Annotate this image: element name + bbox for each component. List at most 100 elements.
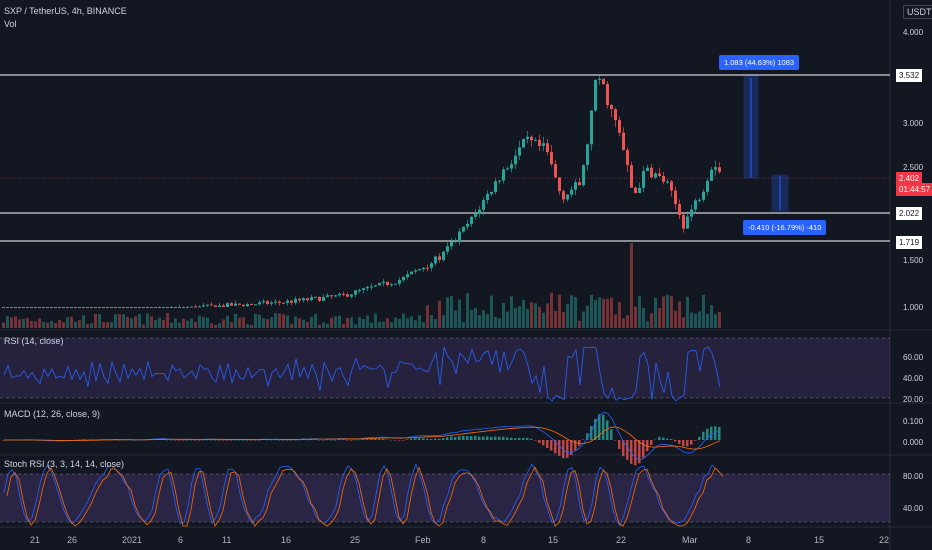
time-axis-label: Feb — [415, 535, 431, 545]
rsi-legend[interactable]: RSI (14, close) — [4, 336, 64, 346]
candle-body — [662, 175, 665, 182]
candle-body — [186, 307, 189, 308]
macd-histogram-bar — [458, 436, 461, 440]
volume-bar — [26, 318, 29, 328]
candle-body — [58, 307, 61, 308]
macd-histogram-bar — [494, 436, 497, 440]
volume-bar — [290, 323, 293, 328]
candle-body — [410, 271, 413, 275]
macd-histogram-bar — [718, 426, 721, 440]
candle-body — [354, 290, 357, 295]
measure-label-up[interactable]: 1.083 (44.63%) 1083 — [719, 55, 800, 70]
macd-histogram-bar — [378, 438, 381, 440]
candle-body — [294, 298, 297, 303]
candle-body — [450, 241, 453, 247]
volume-bar — [534, 303, 537, 328]
candle-body — [418, 269, 421, 271]
volume-bar — [286, 315, 289, 328]
macd-histogram-bar — [430, 438, 433, 440]
candle-body — [230, 303, 233, 306]
macd-histogram-bar — [562, 440, 565, 459]
candle-body — [342, 293, 345, 295]
rsi-band — [0, 338, 890, 398]
macd-histogram-bar — [614, 440, 617, 441]
macd-histogram-bar — [374, 438, 377, 440]
candle-body — [334, 295, 337, 297]
candle-body — [102, 307, 105, 308]
rsi-tick: 60.00 — [903, 353, 924, 362]
volume-bar — [222, 319, 225, 328]
candle-body — [214, 305, 217, 307]
volume-bar — [242, 317, 245, 328]
volume-bar — [502, 302, 505, 328]
macd-histogram-bar — [558, 440, 561, 456]
time-axis-label: 16 — [281, 535, 292, 545]
macd-histogram-bar — [174, 440, 177, 441]
candle-body — [542, 143, 545, 146]
macd-histogram-bar — [130, 439, 133, 441]
time-axis-label: 6 — [178, 535, 184, 545]
macd-histogram-bar — [386, 439, 389, 440]
candle-body — [110, 307, 113, 308]
macd-histogram-bar — [306, 439, 309, 441]
macd-legend[interactable]: MACD (12, 26, close, 9) — [4, 409, 101, 419]
candle-body — [226, 303, 229, 307]
macd-histogram-bar — [274, 439, 277, 441]
macd-histogram-bar — [410, 438, 413, 440]
macd-histogram-bar — [510, 437, 513, 440]
volume-bar — [122, 314, 125, 328]
candle-body — [262, 301, 265, 303]
volume-bar — [262, 318, 265, 328]
currency-button[interactable]: USDT — [903, 5, 932, 19]
time-axis-label: 15 — [548, 535, 559, 545]
candle-body — [154, 307, 157, 308]
candle-body — [686, 216, 689, 229]
macd-histogram-bar — [490, 436, 493, 440]
volume-bar — [86, 324, 89, 328]
volume-bar — [518, 306, 521, 328]
macd-histogram-bar — [314, 439, 317, 441]
volume-bar — [570, 295, 573, 328]
candle-body — [346, 294, 349, 297]
candle-body — [86, 307, 89, 308]
candle-body — [510, 164, 513, 169]
candle-body — [270, 302, 273, 304]
volume-bar — [426, 305, 429, 328]
stoch-tick: 80.00 — [903, 472, 924, 481]
candle-body — [254, 304, 257, 306]
macd-histogram-bar — [226, 440, 229, 441]
volume-bar — [110, 322, 113, 328]
candle-body — [90, 307, 93, 308]
candle-body — [530, 136, 533, 141]
symbol-title[interactable]: SXP / TetherUS, 4h, BINANCE — [4, 6, 127, 16]
stoch-rsi-legend[interactable]: Stoch RSI (3, 3, 14, 14, close) — [4, 459, 125, 469]
volume-bar — [466, 293, 469, 328]
candle-body — [526, 136, 529, 139]
volume-bar — [78, 320, 81, 328]
candle-body — [678, 204, 681, 216]
candle-body — [122, 307, 125, 308]
candle-body — [66, 307, 69, 308]
measure-label-down[interactable]: -0.410 (-16.79%) -410 — [743, 220, 827, 235]
macd-histogram-bar — [586, 433, 589, 440]
volume-bar — [446, 297, 449, 328]
volume-bar — [30, 320, 33, 328]
candle-body — [234, 303, 237, 306]
candle-body — [550, 152, 553, 165]
candle-body — [606, 83, 609, 106]
price-axis-label: 3.000 — [903, 119, 924, 128]
macd-histogram-bar — [534, 440, 537, 441]
volume-bar — [430, 315, 433, 328]
volume-bar — [434, 319, 437, 328]
macd-histogram-bar — [550, 440, 553, 451]
candle-body — [54, 307, 57, 308]
candle-body — [310, 297, 313, 301]
candle-body — [590, 110, 593, 145]
candle-body — [474, 213, 477, 217]
volume-bar — [362, 318, 365, 328]
candle-body — [218, 305, 221, 307]
rsi-tick: 20.00 — [903, 395, 924, 404]
volume-legend[interactable]: Vol — [4, 19, 17, 29]
candle-body — [574, 182, 577, 190]
